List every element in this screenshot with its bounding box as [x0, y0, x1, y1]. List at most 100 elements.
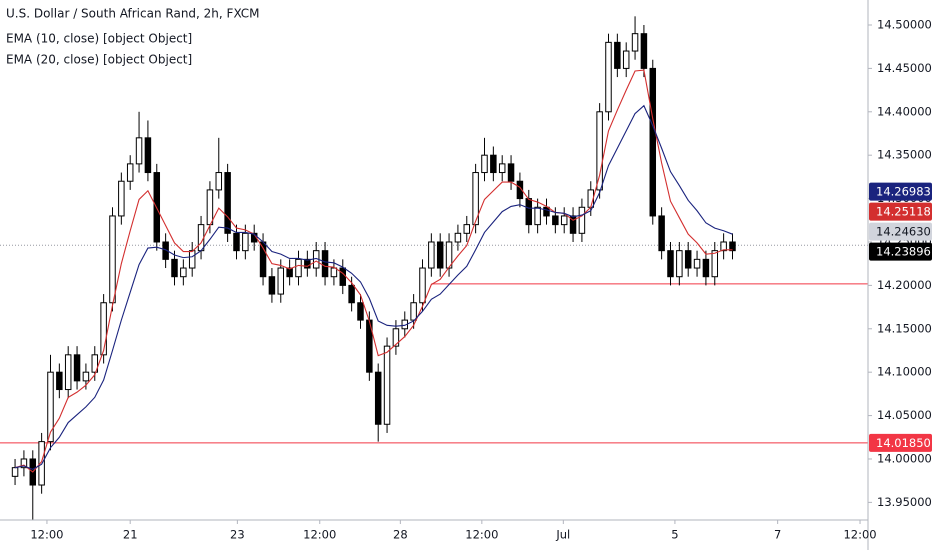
candle-body [507, 163, 515, 182]
candle-body [472, 172, 479, 226]
candle-body [206, 189, 214, 226]
candle-body [64, 354, 72, 391]
y-tick-label: 14.45000 [877, 61, 932, 75]
candle-body [552, 215, 559, 226]
candle-body [277, 267, 285, 295]
candle-body [667, 250, 674, 278]
candle-body [126, 163, 134, 182]
candle-body [605, 41, 612, 113]
x-tick-label: 12:00 [843, 528, 876, 542]
price-label: 14.23896 [876, 245, 931, 259]
legend-entry: EMA (10, close) [object Object] [6, 32, 192, 46]
candle-body [676, 250, 683, 278]
candle-body [357, 302, 364, 321]
candle-body [215, 172, 223, 191]
x-tick-label: 12:00 [465, 528, 498, 542]
y-tick-label: 14.35000 [877, 148, 932, 162]
candle-body [73, 354, 81, 382]
candle-body [295, 258, 302, 278]
candle-body [481, 154, 488, 174]
candle-body [498, 163, 506, 174]
candle-body [180, 267, 187, 278]
candle-body [631, 33, 639, 52]
y-tick-label: 14.20000 [877, 278, 932, 292]
candle-body [242, 232, 249, 252]
y-tick-label: 13.95000 [877, 495, 932, 509]
candle-body [516, 180, 524, 200]
candle-body [419, 267, 426, 304]
price-label-box [869, 433, 932, 452]
candle-body [684, 250, 692, 269]
price-label-box [869, 202, 932, 221]
candle-body [693, 258, 701, 269]
candle-body [286, 267, 293, 278]
candle-body [162, 241, 169, 260]
candle-body [525, 198, 533, 226]
candle-body [410, 302, 417, 321]
y-tick-label: 14.10000 [877, 365, 932, 379]
x-tick-label: 7 [774, 528, 781, 542]
ema-line [14, 69, 733, 473]
candle-body [197, 224, 205, 252]
candle-body [374, 371, 382, 425]
candle-body [11, 467, 19, 477]
candle-body [109, 215, 116, 304]
ema-line [14, 104, 733, 471]
y-tick-label: 14.00000 [877, 451, 932, 465]
candle-body [233, 232, 240, 252]
candle-body [171, 258, 178, 278]
plot-area [0, 16, 868, 520]
x-tick-label: 12:00 [303, 528, 336, 542]
price-label-box [869, 222, 932, 241]
price-label: 14.24630 [876, 225, 931, 239]
candle-body [82, 371, 90, 382]
x-tick-label: 21 [123, 528, 138, 542]
x-tick-label: Jul [555, 528, 570, 542]
price-label-box [869, 182, 932, 201]
candle-body [100, 302, 107, 356]
candle-body [569, 215, 577, 234]
candle-body [188, 250, 196, 269]
candle-body [490, 154, 497, 174]
x-tick-label: 23 [230, 528, 245, 542]
candle-body [330, 267, 338, 278]
candle-body [436, 241, 444, 269]
y-tick-label: 14.15000 [877, 321, 932, 335]
candle-body [711, 250, 719, 278]
price-label: 14.26983 [876, 185, 931, 199]
candle-body [720, 241, 727, 252]
candle-body [321, 250, 329, 278]
candle-body [135, 137, 143, 165]
candle-body [348, 284, 355, 304]
candle-body [614, 41, 621, 69]
candle-body [91, 354, 99, 373]
legend-entry: EMA (20, close) [object Object] [6, 53, 192, 67]
x-tick-label: 12:00 [30, 528, 63, 542]
candle-body [596, 111, 603, 191]
x-tick-label: 28 [393, 528, 408, 542]
candle-body [622, 50, 630, 69]
candle-body [56, 371, 63, 391]
candle-body [578, 206, 586, 234]
candle-body [144, 137, 152, 174]
candle-body [47, 371, 54, 443]
y-tick-label: 14.05000 [877, 408, 932, 422]
legend: U.S. Dollar / South African Rand, 2h, FX… [6, 7, 260, 67]
candle-body [383, 345, 391, 425]
price-label-box [869, 242, 932, 261]
candle-body [339, 267, 347, 286]
chart-title: U.S. Dollar / South African Rand, 2h, FX… [6, 7, 260, 21]
candle-body [729, 241, 736, 252]
y-tick-label: 14.50000 [877, 17, 932, 31]
candle-body [118, 180, 125, 217]
candle-body [649, 67, 657, 217]
candle-body [304, 258, 311, 269]
y-tick-label: 14.40000 [877, 104, 932, 118]
candle-body [702, 258, 710, 278]
candle-body [20, 458, 28, 469]
x-tick-label: 5 [671, 528, 678, 542]
candle-body [640, 33, 648, 69]
price-label: 14.25118 [876, 205, 931, 219]
